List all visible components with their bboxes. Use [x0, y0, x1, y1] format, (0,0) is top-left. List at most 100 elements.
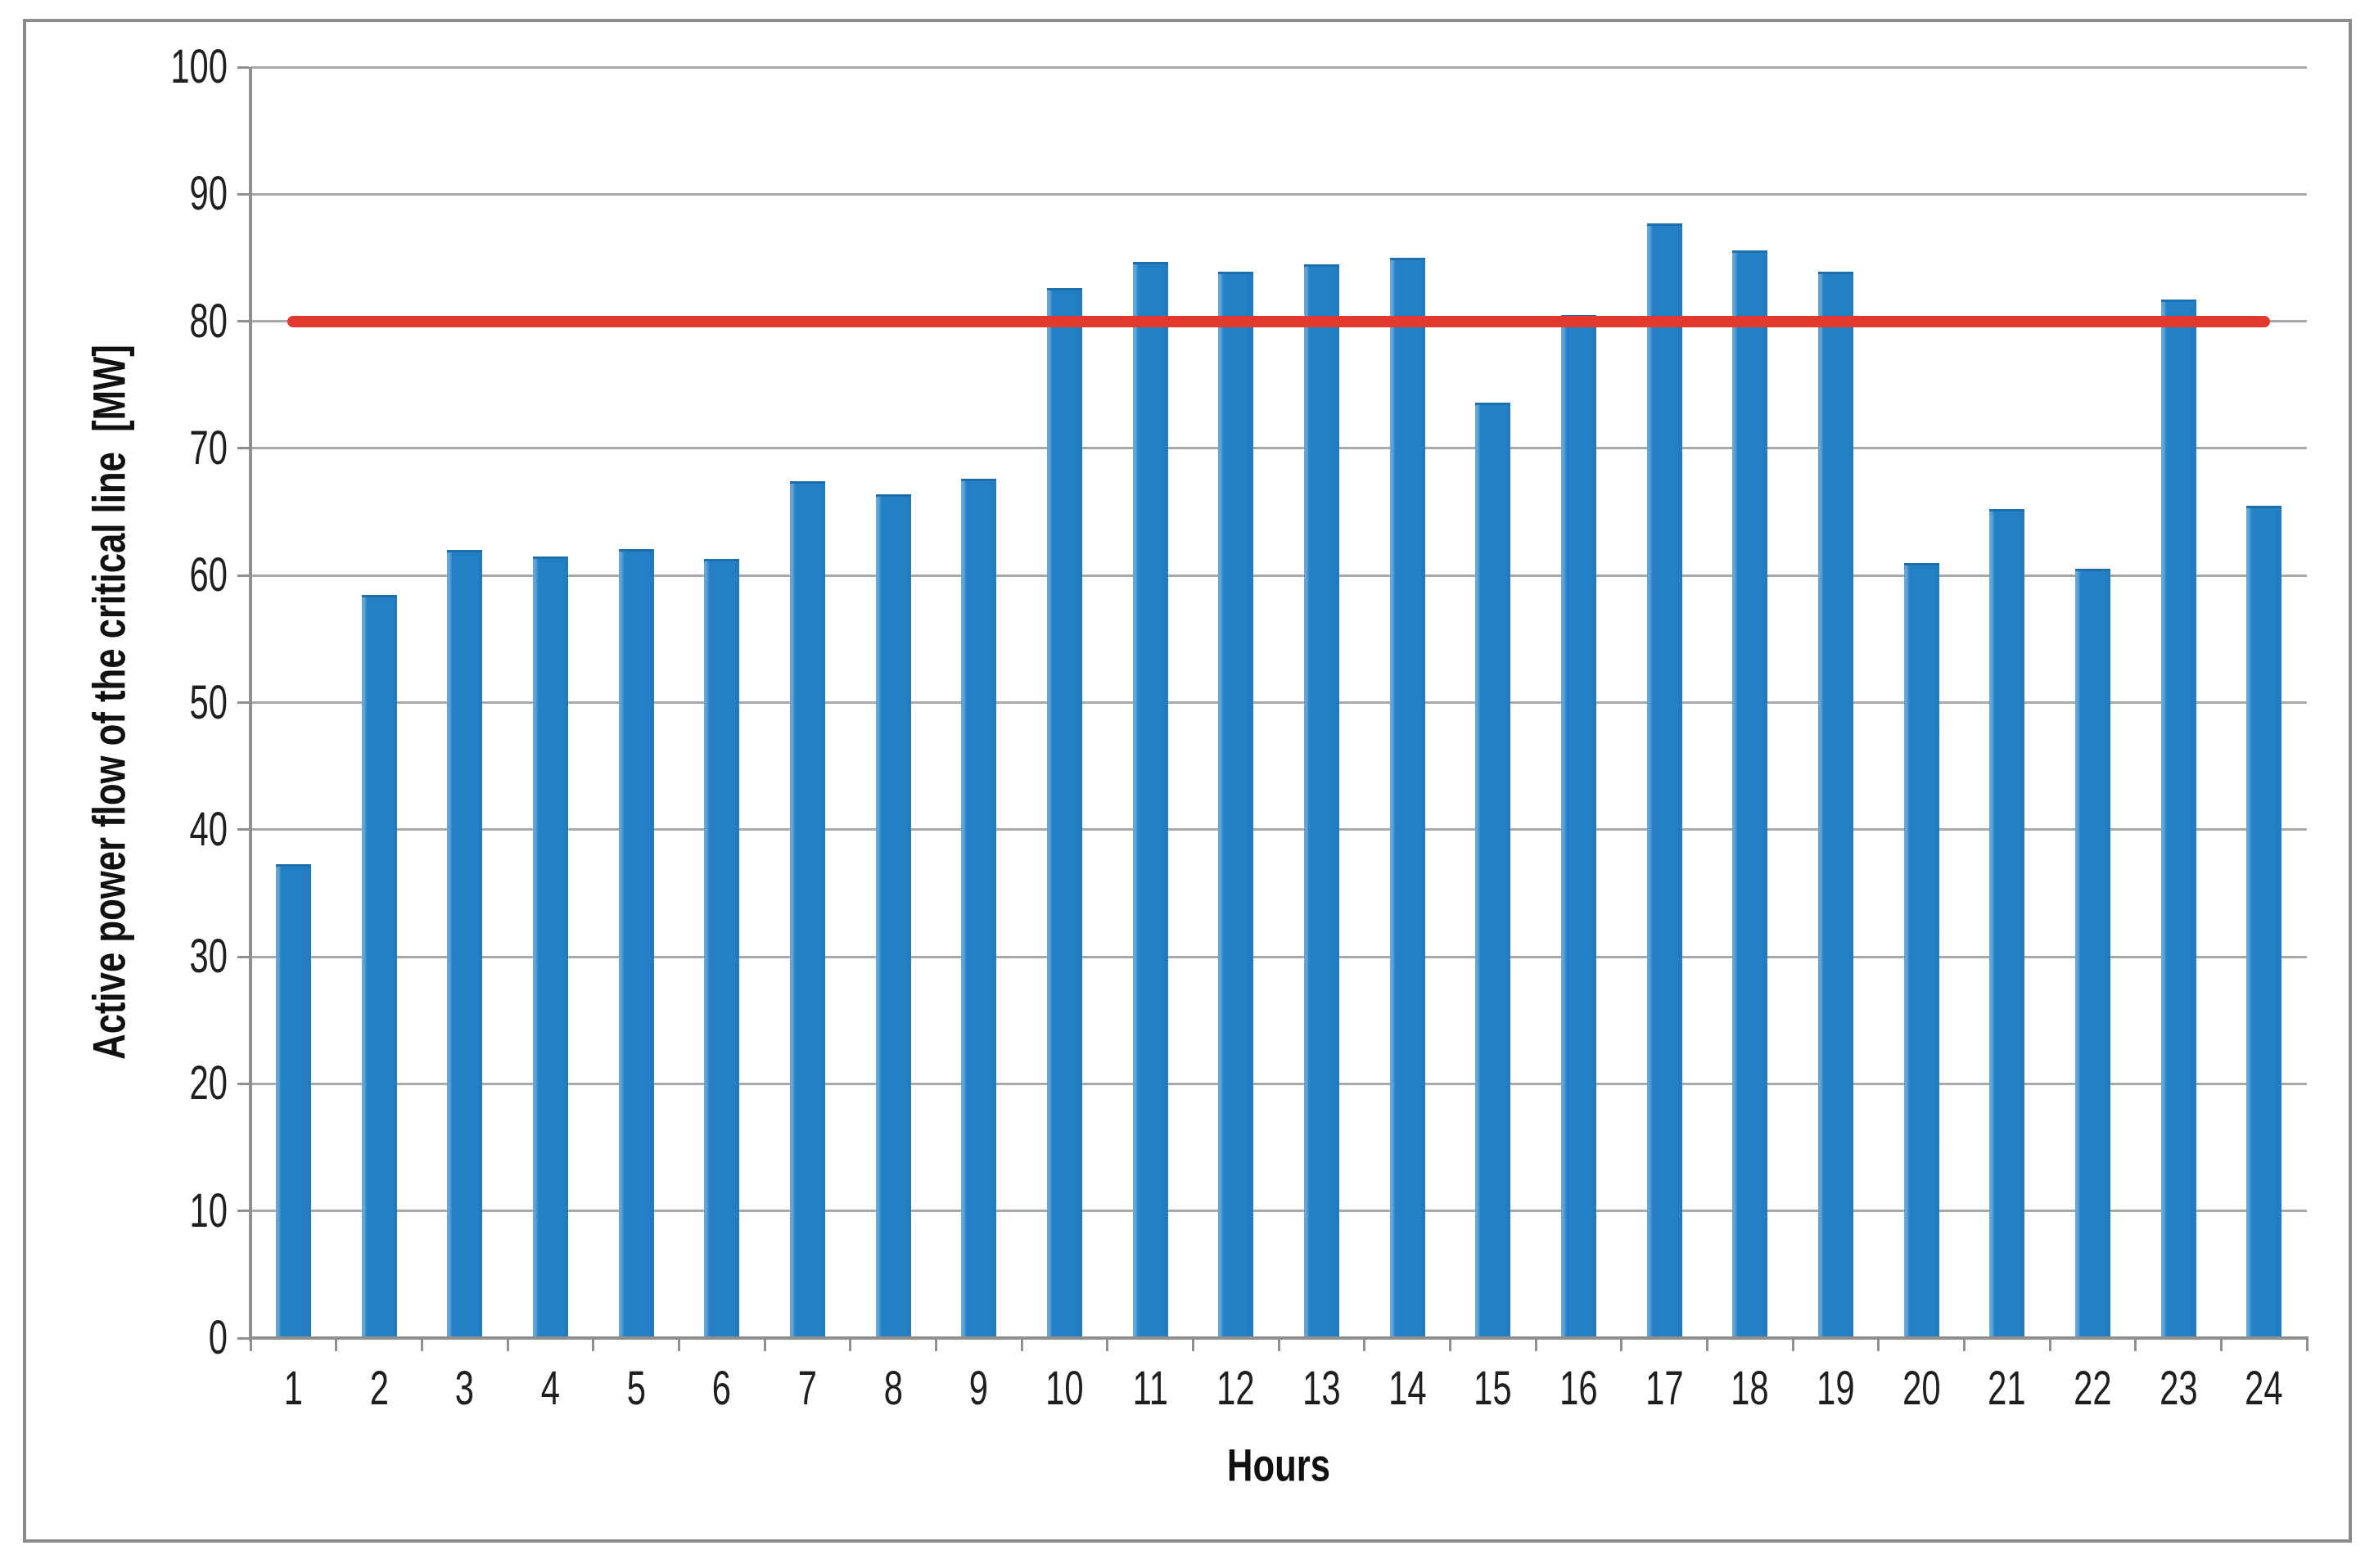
- y-tick-label-50: 50: [189, 675, 228, 729]
- bar-hour-18: [1732, 250, 1768, 1338]
- y-tick-label-30: 30: [189, 930, 228, 984]
- bar-hour-19: [1817, 272, 1853, 1338]
- x-tick-boundary-24: [2305, 1338, 2309, 1351]
- x-tick-boundary-21: [2048, 1338, 2051, 1351]
- x-tick-boundary-1: [335, 1338, 338, 1351]
- x-tick-label-5: 5: [626, 1362, 646, 1415]
- x-tick-boundary-15: [1534, 1338, 1537, 1351]
- x-tick-boundary-6: [763, 1338, 766, 1351]
- x-tick-boundary-14: [1448, 1338, 1451, 1351]
- y-tick-label-10: 10: [189, 1183, 228, 1237]
- gridline-30: [250, 955, 2307, 958]
- bar-hour-4: [532, 556, 568, 1338]
- bar-hour-8: [875, 493, 911, 1338]
- threshold-line: [287, 315, 2270, 327]
- x-tick-label-11: 11: [1132, 1362, 1168, 1415]
- x-tick-label-1: 1: [283, 1362, 303, 1415]
- x-tick-boundary-11: [1191, 1338, 1194, 1351]
- x-tick-label-6: 6: [712, 1362, 732, 1415]
- y-tick-60: [237, 574, 249, 577]
- bar-hour-11: [1132, 261, 1168, 1338]
- x-tick-boundary-22: [2134, 1338, 2137, 1351]
- x-tick-label-12: 12: [1216, 1362, 1255, 1415]
- bar-hour-10: [1046, 288, 1082, 1338]
- x-tick-label-14: 14: [1388, 1362, 1427, 1415]
- x-tick-label-8: 8: [883, 1362, 903, 1415]
- y-tick-80: [237, 320, 249, 323]
- y-tick-10: [237, 1210, 249, 1213]
- x-tick-boundary-20: [1962, 1338, 1966, 1351]
- x-tick-label-22: 22: [2074, 1362, 2112, 1415]
- bar-hour-9: [961, 479, 997, 1338]
- gridline-60: [250, 574, 2307, 577]
- gridline-70: [250, 447, 2307, 450]
- x-tick-boundary-13: [1363, 1338, 1366, 1351]
- x-tick-boundary-4: [592, 1338, 595, 1351]
- y-tick-label-60: 60: [189, 548, 228, 602]
- bar-hour-23: [2160, 300, 2196, 1338]
- x-tick-boundary-9: [1020, 1338, 1023, 1351]
- gridline-40: [250, 828, 2307, 831]
- x-tick-label-16: 16: [1559, 1362, 1598, 1415]
- x-tick-label-18: 18: [1731, 1362, 1769, 1415]
- bar-hour-17: [1646, 223, 1682, 1338]
- gridline-100: [250, 65, 2307, 69]
- x-tick-label-4: 4: [540, 1362, 560, 1415]
- bar-hour-6: [704, 559, 740, 1338]
- bar-hour-14: [1389, 257, 1425, 1338]
- bar-hour-20: [1903, 562, 1939, 1338]
- x-tick-boundary-2: [420, 1338, 423, 1351]
- y-tick-label-100: 100: [170, 40, 228, 93]
- y-tick-20: [237, 1082, 249, 1085]
- x-tick-label-10: 10: [1045, 1362, 1084, 1415]
- bar-hour-3: [447, 550, 483, 1338]
- gridline-20: [250, 1082, 2307, 1085]
- x-tick-boundary-18: [1791, 1338, 1794, 1351]
- x-tick-label-19: 19: [1817, 1362, 1855, 1415]
- bar-hour-1: [275, 863, 311, 1338]
- x-tick-label-9: 9: [969, 1362, 989, 1415]
- y-tick-label-20: 20: [189, 1057, 228, 1111]
- y-tick-30: [237, 955, 249, 958]
- x-tick-boundary-12: [1277, 1338, 1280, 1351]
- x-tick-boundary-0: [249, 1338, 252, 1351]
- bar-hour-12: [1218, 272, 1254, 1338]
- y-tick-label-80: 80: [189, 294, 228, 348]
- y-axis-line: [249, 67, 252, 1341]
- bar-hour-2: [361, 594, 397, 1338]
- bar-hour-13: [1303, 264, 1339, 1338]
- x-tick-boundary-5: [677, 1338, 680, 1351]
- x-tick-boundary-10: [1106, 1338, 1109, 1351]
- x-tick-boundary-17: [1705, 1338, 1708, 1351]
- bar-hour-22: [2074, 569, 2110, 1338]
- x-tick-label-21: 21: [1988, 1362, 2026, 1415]
- bar-hour-21: [1989, 509, 2025, 1338]
- x-tick-label-7: 7: [797, 1362, 817, 1415]
- chart-outer-frame: [23, 19, 2352, 1543]
- x-tick-label-17: 17: [1645, 1362, 1684, 1415]
- y-tick-90: [237, 192, 249, 196]
- x-tick-boundary-23: [2219, 1338, 2223, 1351]
- y-tick-0: [237, 1336, 249, 1340]
- x-axis-title: Hours: [1226, 1439, 1331, 1491]
- gridline-10: [250, 1210, 2307, 1213]
- gridline-50: [250, 701, 2307, 704]
- x-tick-label-2: 2: [369, 1362, 389, 1415]
- x-tick-boundary-16: [1620, 1338, 1623, 1351]
- x-tick-boundary-8: [934, 1338, 937, 1351]
- bar-hour-5: [618, 548, 654, 1338]
- y-tick-label-70: 70: [189, 421, 228, 475]
- bar-hour-24: [2246, 505, 2282, 1338]
- y-tick-40: [237, 828, 249, 831]
- x-tick-label-3: 3: [455, 1362, 475, 1415]
- plot-area: 0 10 20 30 40 50 60 70 80 90 100: [170, 43, 2309, 1362]
- bar-hour-15: [1475, 403, 1511, 1338]
- x-tick-boundary-7: [849, 1338, 852, 1351]
- gridline-90: [250, 192, 2307, 196]
- x-tick-label-24: 24: [2245, 1362, 2283, 1415]
- x-tick-label-15: 15: [1474, 1362, 1512, 1415]
- y-tick-70: [237, 447, 249, 450]
- y-tick-50: [237, 701, 249, 704]
- x-tick-label-13: 13: [1302, 1362, 1341, 1415]
- x-tick-boundary-3: [506, 1338, 509, 1351]
